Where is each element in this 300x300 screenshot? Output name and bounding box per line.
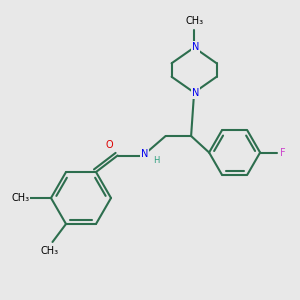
Text: O: O [105, 140, 113, 150]
Text: N: N [141, 149, 148, 159]
Text: CH₃: CH₃ [11, 193, 29, 203]
Text: H: H [153, 156, 160, 165]
Text: N: N [192, 88, 199, 98]
Text: F: F [280, 148, 286, 158]
Text: CH₃: CH₃ [40, 246, 58, 256]
Text: N: N [192, 42, 199, 52]
Text: CH₃: CH₃ [185, 16, 203, 26]
